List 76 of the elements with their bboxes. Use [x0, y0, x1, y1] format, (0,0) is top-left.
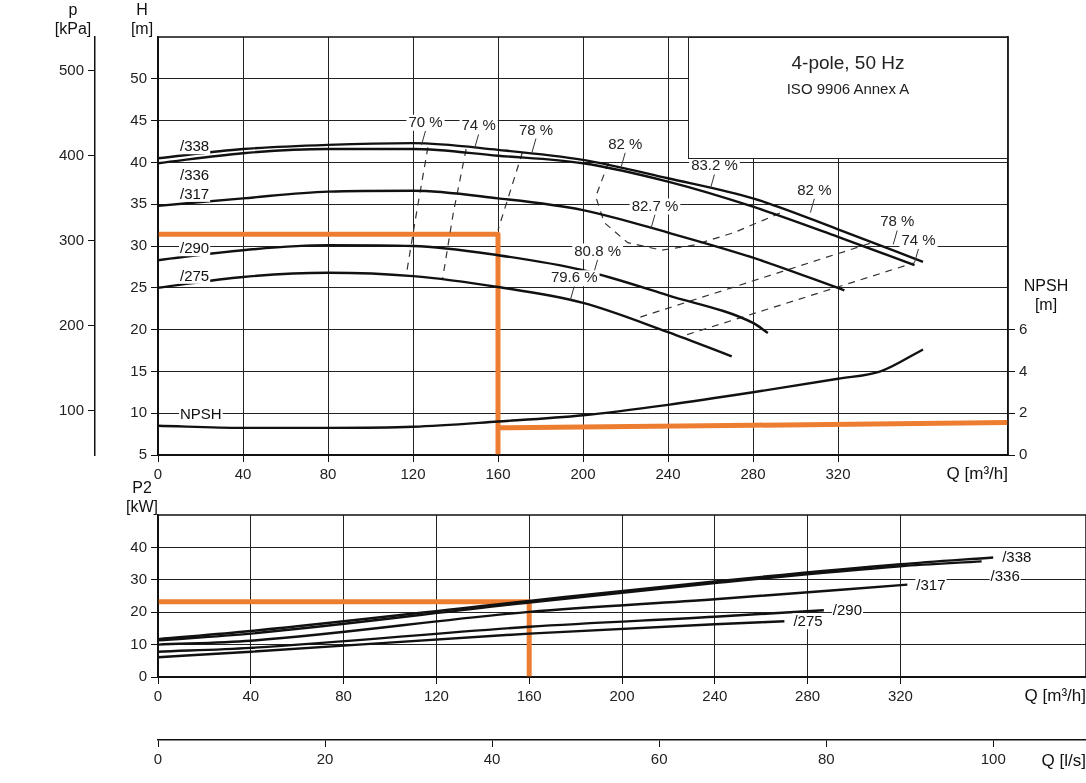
x-tick-label: 80 [335, 687, 352, 705]
annotation: 79.6 % [550, 268, 598, 286]
annotation: 82.7 % [631, 196, 679, 214]
y-tick-label: 10 [130, 634, 147, 652]
y-tick-label: 20 [130, 602, 147, 620]
y3-tick-label: 500 [58, 61, 84, 79]
x-tick-label: 320 [825, 465, 851, 483]
x-tick-label: 240 [702, 687, 728, 705]
y2-tick-label: 2 [1019, 403, 1028, 421]
annotation: 78 % [880, 212, 915, 230]
series-label: /275 [180, 266, 210, 284]
y2-tick-label: 6 [1019, 319, 1028, 337]
y-tick-label: 50 [130, 68, 147, 86]
y-tick-label: 10 [130, 403, 147, 421]
x-axis-title: Q [m³/h] [1024, 686, 1086, 705]
x-tick-label: 120 [423, 687, 449, 705]
y-tick-label: 40 [130, 152, 147, 170]
y3-tick-label: 100 [58, 400, 84, 418]
y2-axis-title: NPSH [m] [1023, 276, 1069, 313]
x-axis-title: Q [m³/h] [946, 464, 1008, 483]
y3-tick-label: 300 [58, 231, 84, 249]
x-tick-label: 40 [242, 687, 260, 705]
x-tick-label: 200 [570, 465, 596, 483]
x2-tick-label: 60 [650, 750, 668, 768]
x-tick-label: 240 [655, 465, 681, 483]
annotation: 82 % [608, 134, 643, 152]
y2-tick-label: 4 [1019, 361, 1028, 379]
x2-tick-label: 40 [483, 750, 501, 768]
y3-axis-title: p [kPa] [54, 1, 92, 37]
annotation: 80.8 % [574, 241, 621, 259]
x-tick-label: 280 [740, 465, 766, 483]
x-tick-label: 160 [485, 465, 511, 483]
y-tick-label: 35 [130, 194, 147, 212]
y-tick-label: 45 [130, 110, 147, 128]
series-label: /317 [916, 575, 946, 593]
x2-tick-label: 20 [316, 750, 334, 768]
y2-tick-label: 0 [1019, 445, 1028, 463]
series-label: /338 [1002, 548, 1032, 566]
y-tick-label: 40 [130, 537, 147, 555]
y-tick-label: 0 [138, 667, 147, 685]
annotation: 70 % [408, 112, 443, 130]
series-label: /275 [793, 612, 823, 630]
y-tick-label: 30 [130, 236, 147, 254]
x2-tick-label: 80 [817, 750, 835, 768]
annotation: 83.2 % [691, 156, 738, 174]
series-label: NPSH [180, 404, 222, 422]
x-tick-label: 160 [516, 687, 542, 705]
annotation: 74 % [901, 230, 936, 248]
x2-tick-label: 0 [153, 750, 163, 768]
y-tick-label: 25 [130, 277, 147, 295]
annotation: 78 % [518, 120, 554, 138]
y-tick-label: 5 [138, 445, 147, 463]
title-box: 4-pole, 50 Hz ISO 9906 Annex A [688, 37, 1008, 159]
annotation: 82 % [797, 180, 832, 198]
x2-tick-label: 100 [980, 750, 1006, 768]
series-label: /336 [990, 567, 1020, 585]
x-tick-label: 120 [400, 465, 426, 483]
y-axis-title: H [m] [130, 1, 154, 37]
x-tick-label: 40 [234, 465, 252, 483]
y-tick-label: 30 [130, 569, 147, 587]
x-tick-label: 200 [609, 687, 635, 705]
x-tick-label: 280 [795, 687, 821, 705]
x-tick-label: 0 [153, 687, 163, 705]
x-tick-label: 320 [887, 687, 913, 705]
annotation: 74 % [461, 116, 496, 134]
y3-tick-label: 400 [58, 146, 84, 164]
series-label: /317 [180, 184, 210, 202]
series-label: /336 [180, 166, 210, 184]
x-tick-label: 80 [319, 465, 337, 483]
series-label: /338 [180, 137, 210, 155]
y-tick-label: 15 [130, 361, 147, 379]
y3-tick-label: 200 [58, 316, 84, 333]
x2-axis-title: Q [l/s] [1041, 751, 1086, 770]
y-tick-label: 20 [130, 319, 147, 337]
series-label: /290 [180, 239, 210, 257]
series-label: /290 [832, 601, 863, 619]
